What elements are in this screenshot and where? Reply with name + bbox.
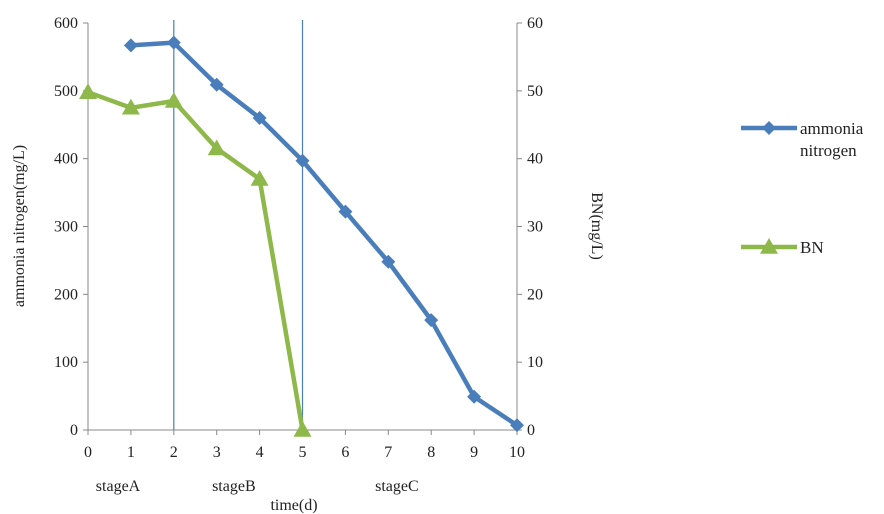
x-tick-label: 6 xyxy=(341,444,349,461)
x-tick-label: 4 xyxy=(256,444,264,461)
data-point-marker xyxy=(209,77,224,92)
x-axis-title: time(d) xyxy=(270,497,317,514)
y-right-tick-label: 20 xyxy=(527,286,543,303)
y-left-tick-label: 100 xyxy=(54,354,78,371)
data-point-marker xyxy=(123,38,138,53)
data-point-marker xyxy=(164,92,183,108)
data-point-marker xyxy=(121,98,140,115)
data-point-marker xyxy=(252,110,267,125)
x-tick-label: 1 xyxy=(127,444,135,461)
data-point-marker xyxy=(381,254,396,269)
x-tick-label: 0 xyxy=(84,444,92,461)
stage-boundaries xyxy=(173,20,304,430)
data-point-marker xyxy=(295,153,310,168)
series-bn xyxy=(79,83,312,437)
y-right-tick-label: 40 xyxy=(527,151,543,168)
data-point-marker xyxy=(467,389,482,404)
x-tick-label: 5 xyxy=(299,444,307,461)
y-right-tick-label: 60 xyxy=(527,15,543,32)
legend-item: BN xyxy=(741,238,824,257)
data-point-marker xyxy=(166,35,181,50)
legend-label-line: ammonia xyxy=(800,119,864,138)
y-left-tick-label: 200 xyxy=(54,286,78,303)
legend-marker xyxy=(760,238,778,254)
x-tick-label: 3 xyxy=(213,444,221,461)
y-right-tick-label: 10 xyxy=(527,354,543,371)
stage-label: stageA xyxy=(96,478,141,495)
data-point-marker xyxy=(250,170,269,186)
y-right-tick-label: 50 xyxy=(527,83,543,100)
x-tick-label: 9 xyxy=(470,444,478,461)
stage-label: stageC xyxy=(375,478,419,495)
y-left-tick-label: 400 xyxy=(54,151,78,168)
y-left-tick-label: 300 xyxy=(54,219,78,236)
x-tick-label: 8 xyxy=(427,444,435,461)
x-tick-label: 2 xyxy=(170,444,178,461)
legend-item: ammonia nitrogen xyxy=(741,119,864,160)
labels-layer: ammonia nitrogen(mg/L) BN(mg/L) time(d) … xyxy=(11,145,605,514)
series-line xyxy=(128,40,520,428)
legend-label: BN xyxy=(800,238,824,257)
x-tick-label: 7 xyxy=(384,444,392,461)
series-line xyxy=(85,89,305,433)
y-left-tick-label: 600 xyxy=(54,15,78,32)
data-point-marker xyxy=(424,313,439,328)
series-ammonia-nitrogen xyxy=(123,35,524,433)
legend: ammonia nitrogen BN xyxy=(741,119,864,257)
data-point-marker xyxy=(338,204,353,219)
y-axis-left-title: ammonia nitrogen(mg/L) xyxy=(11,145,28,307)
data-point-marker xyxy=(510,418,524,433)
legend-label-line: nitrogen xyxy=(800,141,857,160)
y-right-tick-label: 30 xyxy=(527,219,543,236)
y-left-tick-label: 500 xyxy=(54,83,78,100)
data-point-marker xyxy=(293,421,312,437)
data-point-marker xyxy=(207,139,226,156)
data-point-marker xyxy=(79,83,97,99)
y-right-tick-label: 0 xyxy=(527,422,535,439)
series-layer xyxy=(79,35,524,437)
x-tick-label: 10 xyxy=(509,444,525,461)
legend-label: ammonia nitrogen xyxy=(800,119,864,160)
legend-marker xyxy=(762,121,776,135)
y-left-tick-label: 0 xyxy=(70,422,78,439)
stage-label: stageB xyxy=(212,478,256,495)
y-axis-right-title: BN(mg/L) xyxy=(588,192,605,260)
